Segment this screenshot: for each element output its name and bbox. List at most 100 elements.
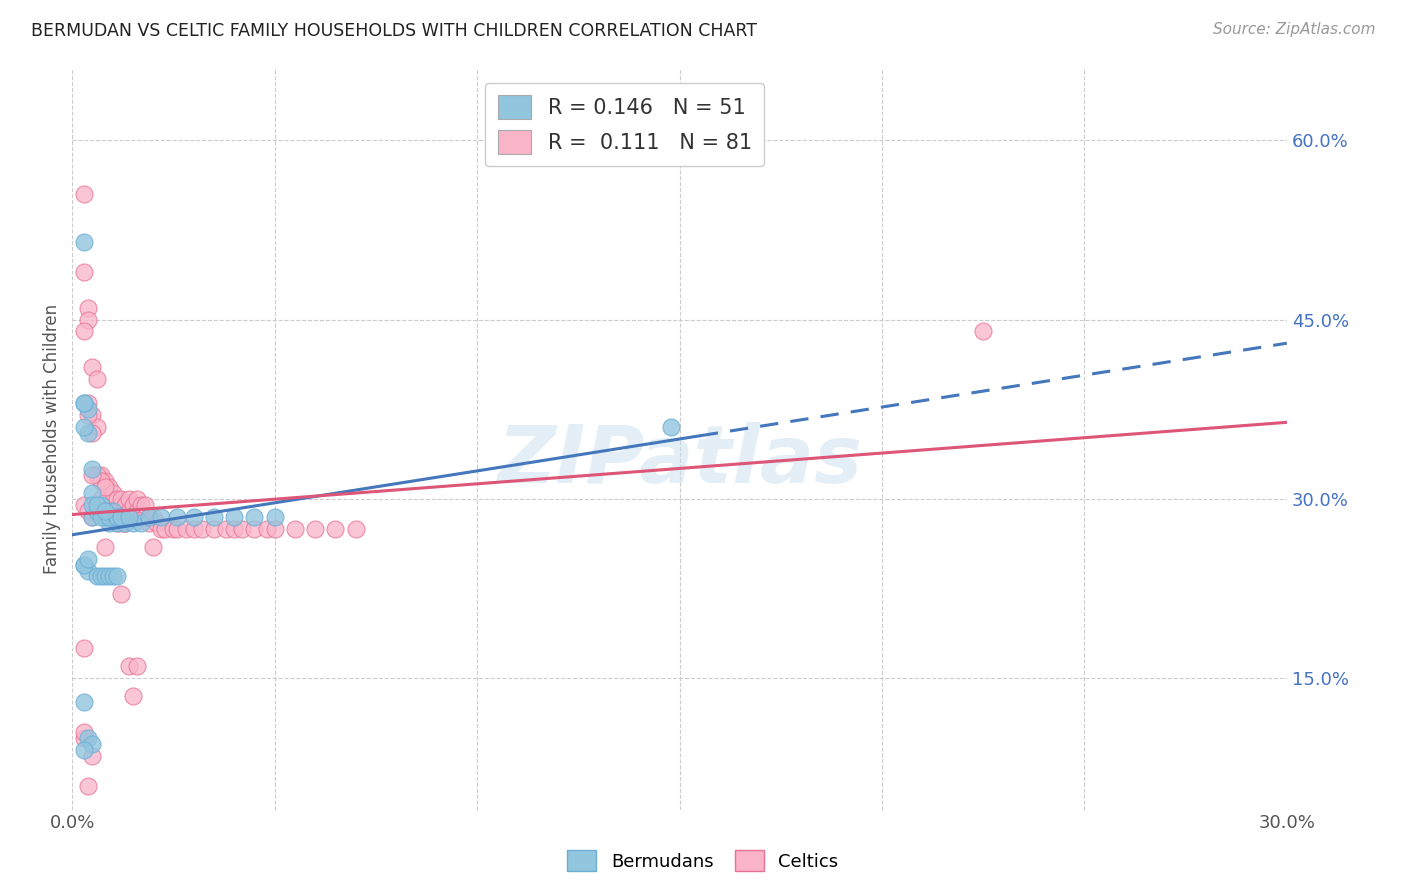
Point: [73, 724, 96, 739]
Point: [142, 509, 165, 524]
Point: [93, 509, 115, 524]
Point: [263, 522, 285, 536]
Point: [118, 509, 141, 524]
Point: [73, 187, 96, 202]
Point: [73, 325, 96, 339]
Point: [86, 420, 108, 434]
Point: [86, 498, 108, 512]
Point: [224, 509, 246, 524]
Point: [90, 569, 112, 583]
Point: [129, 498, 152, 512]
Text: Source: ZipAtlas.com: Source: ZipAtlas.com: [1212, 22, 1375, 37]
Point: [183, 509, 205, 524]
Point: [93, 504, 115, 518]
Point: [93, 540, 115, 554]
Point: [125, 504, 148, 518]
Point: [82, 509, 104, 524]
Point: [134, 509, 156, 524]
Point: [97, 509, 120, 524]
Point: [90, 498, 112, 512]
Point: [82, 467, 104, 482]
Point: [73, 265, 96, 279]
Point: [77, 396, 100, 410]
Point: [82, 748, 104, 763]
Point: [129, 509, 152, 524]
Point: [77, 312, 100, 326]
Point: [114, 516, 136, 530]
Point: [150, 522, 173, 536]
Point: [90, 474, 112, 488]
Point: [105, 516, 128, 530]
Legend: Bermudans, Celtics: Bermudans, Celtics: [560, 843, 846, 879]
Point: [118, 504, 141, 518]
Point: [77, 425, 100, 440]
Point: [661, 420, 683, 434]
Point: [97, 569, 120, 583]
Point: [86, 569, 108, 583]
Point: [142, 540, 165, 554]
Point: [162, 522, 184, 536]
Point: [134, 498, 156, 512]
Point: [82, 425, 104, 440]
Point: [97, 516, 120, 530]
Point: [122, 509, 145, 524]
Point: [122, 498, 145, 512]
Point: [125, 491, 148, 506]
Point: [77, 551, 100, 566]
Point: [73, 396, 96, 410]
Point: [125, 659, 148, 673]
Point: [105, 569, 128, 583]
Point: [110, 491, 132, 506]
Point: [82, 509, 104, 524]
Point: [77, 779, 100, 793]
Point: [129, 516, 152, 530]
Point: [77, 408, 100, 422]
Point: [304, 522, 326, 536]
Point: [73, 695, 96, 709]
Point: [97, 480, 120, 494]
Point: [118, 659, 141, 673]
Point: [284, 522, 307, 536]
Point: [101, 509, 124, 524]
Point: [73, 420, 96, 434]
Point: [231, 522, 253, 536]
Point: [174, 522, 197, 536]
Point: [73, 743, 96, 757]
Point: [191, 522, 214, 536]
Point: [86, 372, 108, 386]
Point: [183, 522, 205, 536]
Point: [105, 491, 128, 506]
Point: [110, 516, 132, 530]
Point: [77, 504, 100, 518]
Point: [105, 509, 128, 524]
Point: [90, 491, 112, 506]
Point: [325, 522, 347, 536]
Text: ZIPatlas: ZIPatlas: [498, 422, 862, 500]
Point: [82, 498, 104, 512]
Point: [263, 509, 285, 524]
Point: [256, 522, 278, 536]
Point: [344, 522, 367, 536]
Point: [146, 516, 169, 530]
Point: [77, 402, 100, 417]
Point: [114, 498, 136, 512]
Point: [110, 587, 132, 601]
Point: [118, 491, 141, 506]
Point: [202, 522, 225, 536]
Point: [77, 731, 100, 745]
Point: [150, 509, 173, 524]
Point: [122, 689, 145, 703]
Y-axis label: Family Households with Children: Family Households with Children: [44, 304, 60, 574]
Point: [97, 504, 120, 518]
Point: [90, 467, 112, 482]
Point: [110, 498, 132, 512]
Point: [114, 516, 136, 530]
Point: [73, 731, 96, 745]
Point: [86, 504, 108, 518]
Point: [202, 509, 225, 524]
Point: [93, 504, 115, 518]
Point: [110, 509, 132, 524]
Point: [82, 737, 104, 751]
Point: [138, 516, 160, 530]
Legend: R = 0.146   N = 51, R =  0.111   N = 81: R = 0.146 N = 51, R = 0.111 N = 81: [485, 83, 765, 166]
